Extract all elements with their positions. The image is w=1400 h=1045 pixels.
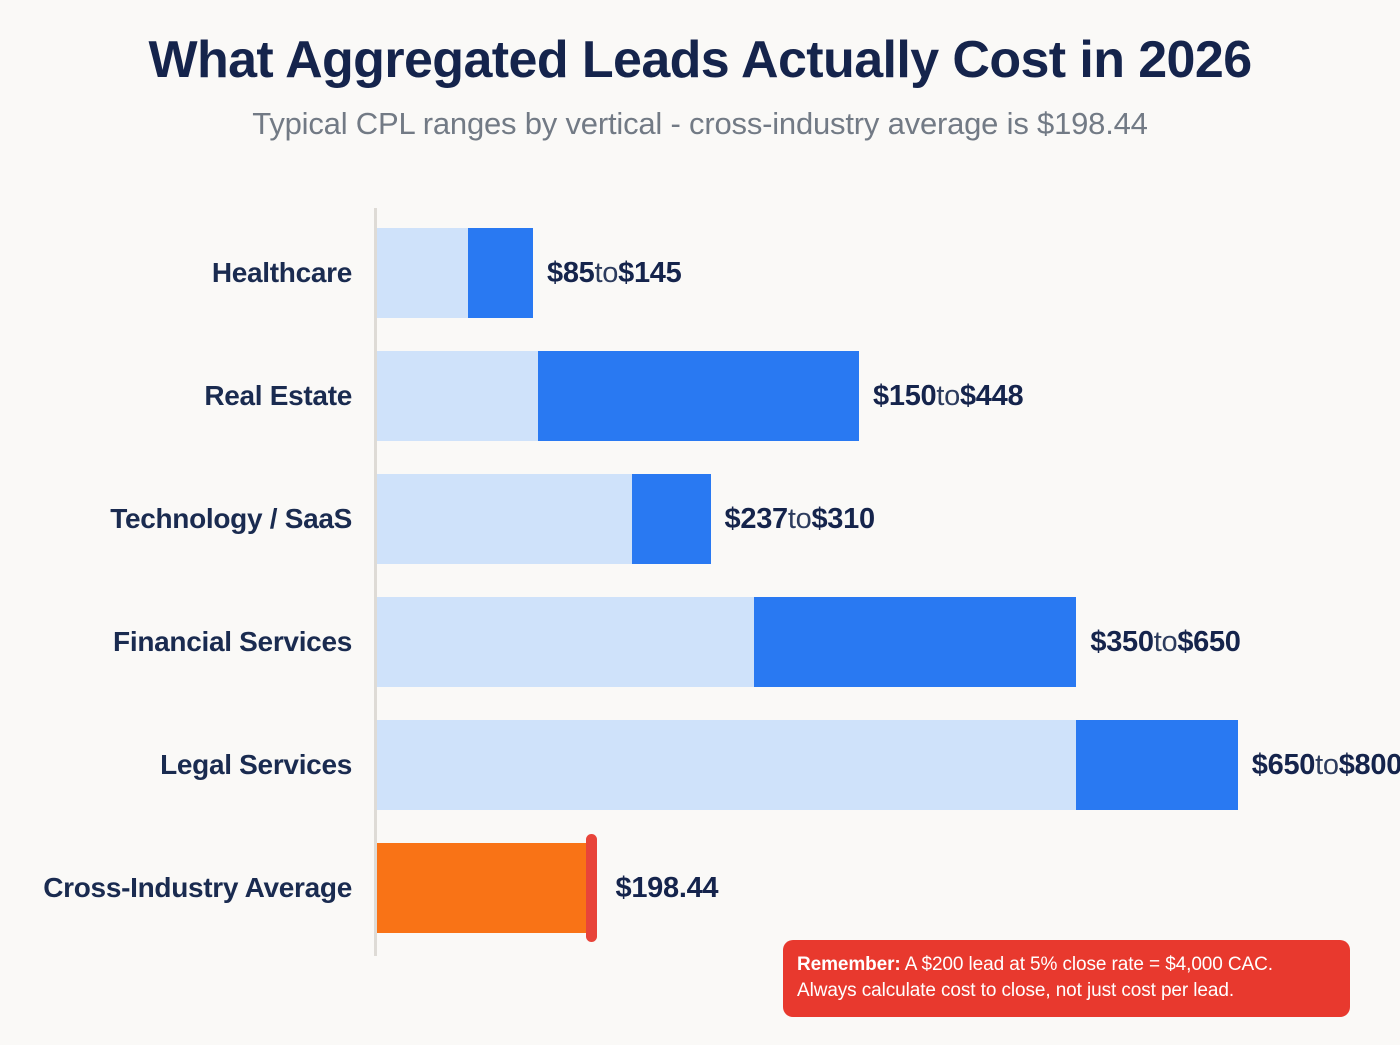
value-conjunction: to xyxy=(787,502,812,535)
average-bar xyxy=(377,834,597,942)
bar-value-label: $85 to $145 xyxy=(547,228,682,318)
bar-segment-low xyxy=(377,228,469,318)
footnote-text: A $200 lead at 5% close rate = $4,000 CA… xyxy=(797,954,1273,1002)
value-high: $448 xyxy=(959,379,1024,412)
page-title: What Aggregated Leads Actually Cost in 2… xyxy=(148,31,1252,89)
bar-value-label: $650 to $800 xyxy=(1251,720,1400,810)
category-label: Technology / SaaS xyxy=(110,502,352,534)
value-low: $85 xyxy=(547,256,595,289)
category-label: Real Estate xyxy=(204,379,352,411)
range-bar xyxy=(377,228,533,318)
bar-segment-high xyxy=(1076,720,1238,810)
category-label: Legal Services xyxy=(160,748,352,780)
range-bar xyxy=(377,597,1077,687)
value-high: $145 xyxy=(618,256,682,289)
value-low: $350 xyxy=(1090,625,1154,658)
bar-segment-low xyxy=(377,720,1077,810)
value-high: $198.44 xyxy=(615,871,719,904)
average-bar-fill xyxy=(377,843,591,933)
category-label: Cross-Industry Average xyxy=(43,871,352,903)
value-high: $310 xyxy=(811,502,875,535)
bar-value-label: $237 to $310 xyxy=(724,474,876,564)
bar-segment-high xyxy=(538,351,860,441)
bar-segment-low xyxy=(377,351,539,441)
bar-segment-high xyxy=(468,228,533,318)
bar-value-label: $198.44 xyxy=(616,843,719,933)
footnote-callout: Remember: A $200 lead at 5% close rate =… xyxy=(783,940,1350,1018)
value-conjunction: to xyxy=(936,379,960,412)
bar-row: Technology / SaaS $237 to $310 xyxy=(0,474,1400,564)
bar-row: Legal Services $650 to $800 xyxy=(0,720,1400,810)
bar-segment-low xyxy=(377,597,754,687)
bar-row: Healthcare $85 to $145 xyxy=(0,228,1400,318)
bar-value-label: $150 to $448 xyxy=(873,351,1024,441)
chart-header: What Aggregated Leads Actually Cost in 2… xyxy=(0,0,1400,142)
value-high: $800 xyxy=(1338,748,1400,781)
bar-segment-high xyxy=(632,474,711,564)
range-bar xyxy=(377,474,711,564)
value-conjunction: to xyxy=(594,256,619,289)
bar-segment-low xyxy=(377,474,632,564)
value-high: $650 xyxy=(1177,625,1241,658)
bar-row: Cross-Industry Average $198.44 xyxy=(0,834,1400,942)
bar-segment-high xyxy=(753,597,1077,687)
bar-row: Financial Services $350 to $650 xyxy=(0,597,1400,687)
value-conjunction: to xyxy=(1315,748,1339,781)
bar-value-label: $350 to $650 xyxy=(1090,597,1241,687)
value-low: $237 xyxy=(724,502,789,535)
range-bar xyxy=(377,351,860,441)
category-label: Healthcare xyxy=(211,256,352,288)
value-low: $650 xyxy=(1251,748,1316,781)
y-axis-line xyxy=(374,208,377,956)
chart-subtitle: Typical CPL ranges by vertical - cross-i… xyxy=(252,105,1148,141)
value-conjunction: to xyxy=(1153,625,1178,658)
value-low: $150 xyxy=(873,379,937,412)
average-marker xyxy=(585,834,597,942)
bar-row: Real Estate $150 to $448 xyxy=(0,351,1400,441)
category-label: Financial Services xyxy=(113,625,352,657)
footnote-lead: Remember: xyxy=(797,954,901,975)
range-bar xyxy=(377,720,1238,810)
